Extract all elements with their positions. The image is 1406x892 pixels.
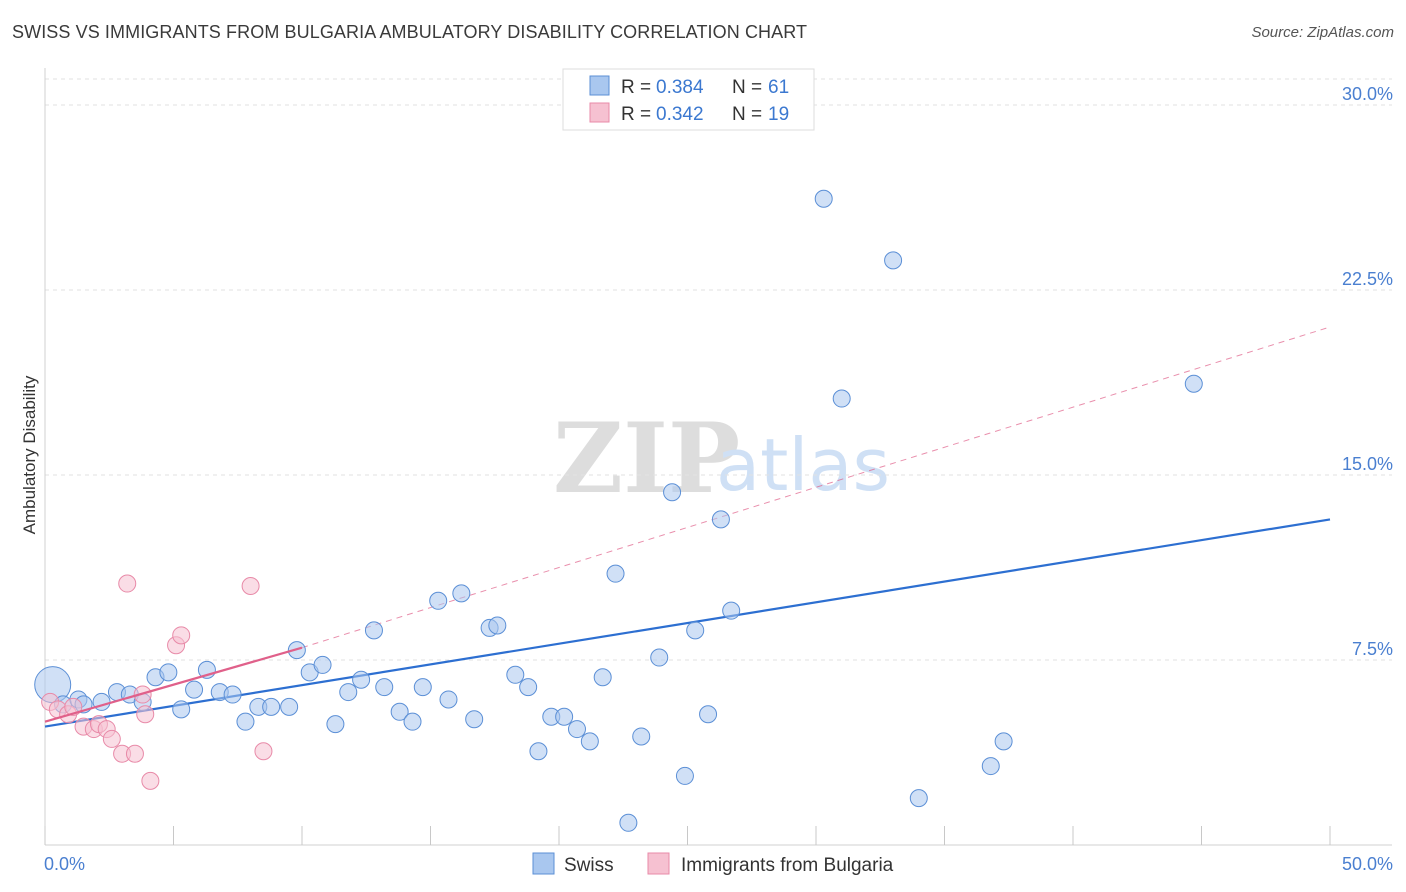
point-swiss (185, 680, 204, 699)
point-swiss (236, 712, 255, 731)
point-swiss (832, 389, 851, 408)
legend-n-label-swiss: N = (732, 77, 762, 98)
x-tick-label: 0.0% (44, 854, 85, 874)
point-swiss (567, 720, 586, 739)
point-swiss (580, 732, 599, 751)
point-swiss (403, 712, 422, 731)
legend-n-value-bulgaria: 19 (768, 104, 789, 125)
watermark-zip: ZIP (553, 402, 740, 515)
point-bulgaria (118, 574, 137, 593)
point-swiss (663, 483, 682, 502)
point-swiss (994, 732, 1013, 751)
point-swiss (364, 621, 383, 640)
point-bulgaria (172, 626, 191, 645)
point-swiss (223, 685, 242, 704)
point-swiss (884, 251, 903, 270)
trend-lines (44, 326, 1331, 728)
point-swiss (262, 697, 281, 716)
point-swiss (593, 668, 612, 687)
legend-r-label-bulgaria: R = (621, 104, 651, 125)
point-swiss (375, 678, 394, 697)
point-swiss (650, 648, 669, 667)
point-swiss (555, 707, 574, 726)
axes (44, 68, 1392, 846)
legend-r-value-bulgaria: 0.342 (656, 104, 704, 125)
trend-line-bulgaria-extension (301, 326, 1331, 649)
point-swiss (326, 715, 345, 734)
point-swiss (339, 683, 358, 702)
point-swiss (390, 702, 409, 721)
trend-line-swiss (44, 518, 1331, 728)
top-legend: R = 0.384 N = 61 R = 0.342 N = 19 (562, 68, 815, 131)
bottom-legend-swatch-swiss (532, 852, 555, 875)
trend-line-bulgaria (44, 646, 303, 723)
point-swiss (606, 564, 625, 583)
legend-n-label-bulgaria: N = (732, 104, 762, 125)
y-ticks: 7.5% 15.0% 22.5% 30.0% (1342, 84, 1393, 659)
legend-r-label-swiss: R = (621, 77, 651, 98)
point-swiss (1184, 374, 1203, 393)
point-swiss (352, 670, 371, 689)
bottom-legend-swatch-bulgaria (647, 852, 670, 875)
bottom-legend: Swiss Immigrants from Bulgaria (532, 852, 894, 876)
point-swiss (519, 678, 538, 697)
point-swiss (452, 584, 471, 603)
point-bulgaria (136, 705, 155, 724)
point-swiss (722, 601, 741, 620)
point-swiss (429, 591, 448, 610)
y-tick-label: 22.5% (1342, 269, 1393, 289)
point-swiss (699, 705, 718, 724)
y-axis-label: Ambulatory Disability (20, 375, 39, 534)
point-bulgaria (241, 577, 260, 595)
point-swiss (172, 700, 191, 719)
point-bulgaria (254, 742, 273, 761)
grid (45, 78, 1392, 661)
point-swiss (506, 665, 525, 684)
point-swiss (488, 616, 507, 635)
point-swiss (439, 690, 458, 709)
point-bulgaria (102, 729, 121, 748)
watermark: ZIP atlas (553, 402, 890, 515)
point-swiss (313, 655, 332, 674)
data-points (34, 189, 1203, 832)
point-swiss (711, 510, 730, 529)
point-bulgaria (125, 744, 144, 763)
legend-swatch-swiss (589, 75, 610, 96)
y-tick-label: 15.0% (1342, 454, 1393, 474)
y-tick-label: 30.0% (1342, 84, 1393, 104)
point-swiss (413, 678, 432, 697)
point-swiss (909, 789, 928, 808)
x-ticks: 0.0% 50.0% (44, 826, 1393, 874)
watermark-atlas: atlas (716, 423, 890, 507)
point-bulgaria (141, 771, 160, 790)
bottom-legend-label-bulgaria: Immigrants from Bulgaria (681, 855, 894, 876)
point-swiss (686, 621, 705, 640)
point-swiss (981, 757, 1000, 776)
point-swiss (632, 727, 651, 746)
source-label: Source: ZipAtlas.com (1251, 24, 1394, 41)
point-swiss (280, 697, 299, 716)
y-tick-label: 7.5% (1352, 639, 1393, 659)
legend-r-value-swiss: 0.384 (656, 77, 704, 98)
point-bulgaria (64, 697, 83, 716)
x-tick-label: 50.0% (1342, 854, 1393, 874)
point-swiss (675, 766, 694, 785)
point-swiss (529, 742, 548, 761)
point-swiss (814, 189, 833, 208)
legend-n-value-swiss: 61 (768, 77, 789, 98)
point-swiss (465, 710, 484, 729)
point-swiss (619, 813, 638, 832)
point-swiss (159, 663, 178, 682)
bottom-legend-label-swiss: Swiss (564, 855, 614, 876)
legend-swatch-bulgaria (589, 102, 610, 123)
chart-title: SWISS VS IMMIGRANTS FROM BULGARIA AMBULA… (12, 22, 808, 42)
